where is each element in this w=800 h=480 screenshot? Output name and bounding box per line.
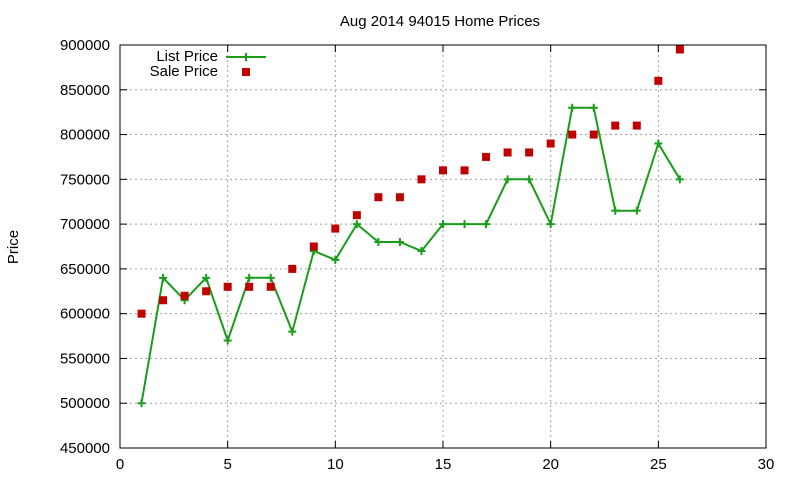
list-price-point — [482, 220, 491, 229]
y-axis-label: Price — [5, 230, 22, 264]
y-tick-label: 650000 — [60, 261, 110, 278]
sale-price-point — [675, 45, 684, 54]
list-price-point — [654, 139, 663, 148]
chart-title: Aug 2014 94015 Home Prices — [340, 13, 540, 30]
legend: List Price Sale Price — [150, 48, 266, 80]
list-price-point — [352, 220, 361, 229]
legend-label-sale-price: Sale Price — [150, 63, 218, 80]
x-tick-label: 30 — [758, 456, 775, 473]
axis-ticks: 450000 500000 550000 600000 650000 700000 7500… — [60, 37, 774, 473]
sale-price-point — [159, 296, 168, 305]
y-tick-label: 500000 — [60, 395, 110, 412]
y-tick-label: 850000 — [60, 82, 110, 99]
sale-price-point — [503, 148, 512, 157]
list-price-point — [374, 238, 383, 247]
x-tick-label: 5 — [223, 456, 231, 473]
list-price-point — [632, 206, 641, 215]
list-price-point — [137, 399, 146, 408]
list-price-point — [546, 220, 555, 229]
list-price-point — [439, 220, 447, 229]
sale-price-point — [611, 121, 620, 130]
sale-price-point — [331, 224, 340, 233]
list-price-point — [525, 175, 534, 184]
list-price-point — [675, 175, 684, 184]
x-tick-label: 0 — [116, 456, 124, 473]
y-tick-label: 550000 — [60, 350, 110, 367]
series-layer — [137, 45, 684, 408]
sale-price-point — [245, 282, 254, 291]
legend-marker-list-price — [242, 53, 250, 61]
list-price-point — [460, 220, 469, 229]
y-tick-label: 800000 — [60, 127, 110, 144]
list-price-point — [568, 103, 577, 112]
sale-price-point — [482, 152, 491, 161]
x-tick-label: 20 — [542, 456, 559, 473]
sale-price-point — [374, 193, 383, 202]
list-price-point — [503, 175, 512, 184]
sale-price-point — [266, 282, 275, 291]
sale-price-point — [288, 264, 297, 273]
x-tick-label: 25 — [650, 456, 667, 473]
y-tick-label: 750000 — [60, 171, 110, 188]
sale-price-point — [589, 130, 598, 139]
sale-price-point — [654, 76, 663, 85]
list-price-point — [331, 255, 340, 264]
sale-price-point — [546, 139, 555, 148]
list-price-point — [266, 273, 275, 282]
list-price-point — [159, 273, 168, 282]
list-price-point — [611, 206, 620, 215]
list-price-point — [245, 273, 254, 282]
y-tick-label: 600000 — [60, 306, 110, 323]
sale-price-point — [352, 211, 361, 220]
x-tick-label: 15 — [435, 456, 452, 473]
sale-price-point — [137, 309, 146, 318]
sale-price-point — [309, 242, 318, 251]
sale-price-point — [460, 166, 469, 175]
sale-price-point — [525, 148, 534, 157]
legend-marker-sale-price — [242, 68, 250, 76]
sale-price-point — [180, 291, 189, 300]
y-tick-label: 700000 — [60, 216, 110, 233]
legend-label-list-price: List Price — [156, 48, 218, 65]
sale-price-point — [202, 287, 211, 296]
sale-price-point — [417, 175, 426, 184]
list-price-point — [223, 336, 232, 345]
y-tick-label: 900000 — [60, 37, 110, 54]
list-price-point — [417, 246, 426, 255]
sale-price-point — [568, 130, 577, 139]
grid-lines — [120, 45, 766, 448]
sale-price-point — [223, 282, 232, 291]
x-tick-label: 10 — [327, 456, 344, 473]
sale-price-point — [439, 166, 447, 175]
list-price-point — [288, 327, 297, 336]
sale-price-point — [395, 193, 404, 202]
list-price-point — [589, 103, 598, 112]
y-tick-label: 450000 — [60, 440, 110, 457]
list-price-point — [395, 238, 404, 247]
sale-price-point — [632, 121, 641, 130]
list-price-point — [202, 273, 211, 282]
